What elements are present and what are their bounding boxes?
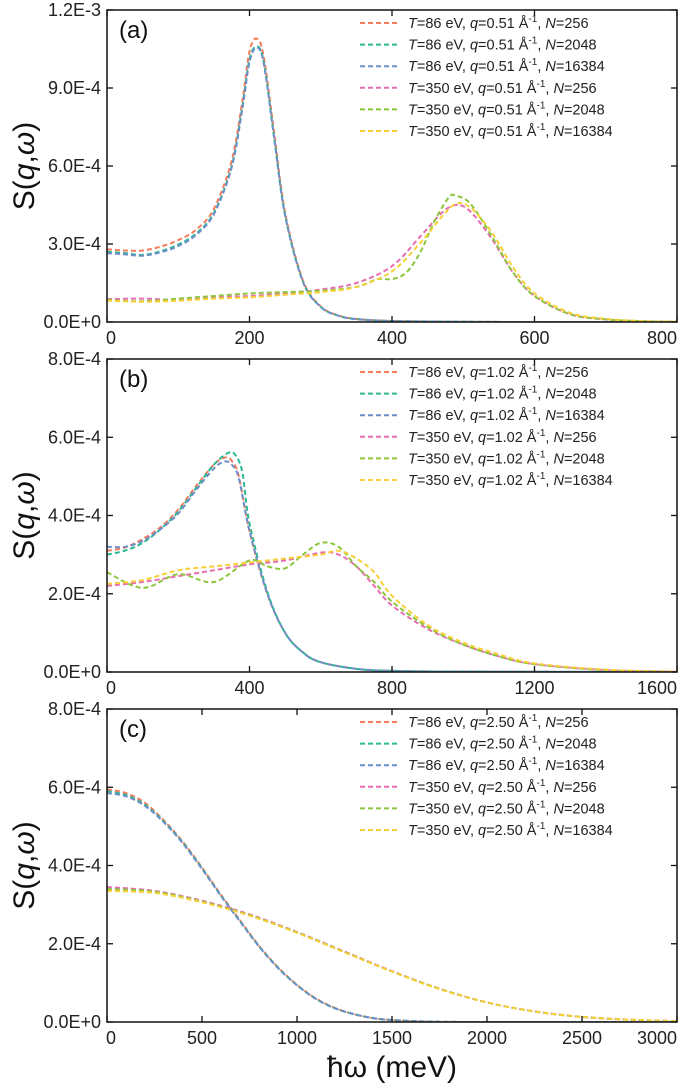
series-lines xyxy=(107,788,677,1022)
panel-label: (a) xyxy=(119,17,148,44)
y-tick-label: 6.0E-4 xyxy=(48,156,101,176)
x-tick-label: 0 xyxy=(106,1028,116,1048)
legend-entry: T=350 eV, q=1.02 Å-1, N=16384 xyxy=(408,471,613,489)
x-axis-title: ħω (meV) xyxy=(327,1051,457,1084)
legend-entry: T=86 eV, q=0.51 Å-1, N=16384 xyxy=(408,57,605,75)
plot-frame xyxy=(106,708,678,1023)
y-axis-title: S(q,ω) xyxy=(8,821,41,909)
x-tick-label: 400 xyxy=(377,328,407,348)
x-tick-label: 800 xyxy=(377,678,407,698)
x-tick-label: 1200 xyxy=(514,678,554,698)
x-tick-label: 800 xyxy=(647,328,677,348)
legend-entry: T=350 eV, q=0.51 Å-1, N=256 xyxy=(408,79,597,97)
x-tick-label: 600 xyxy=(519,328,549,348)
x-tick-label: 0 xyxy=(106,328,116,348)
series-line-5 xyxy=(107,887,677,1022)
plot-frame xyxy=(106,358,678,673)
y-tick-label: 1.2E-3 xyxy=(48,0,101,20)
y-tick-label: 2.0E-4 xyxy=(48,934,101,954)
y-tick-label: 3.0E-4 xyxy=(48,234,101,254)
y-tick-label: 8.0E-4 xyxy=(48,699,101,719)
panel-label: (b) xyxy=(119,366,148,393)
legend-entry: T=86 eV, q=2.50 Å-1, N=16384 xyxy=(408,756,605,774)
y-tick-label: 4.0E-4 xyxy=(48,856,101,876)
series-line-2 xyxy=(107,450,677,672)
y-axis-title: S(q,ω) xyxy=(8,471,41,559)
x-tick-label: 2000 xyxy=(467,1028,507,1048)
legend-entry: T=86 eV, q=1.02 Å-1, N=256 xyxy=(408,363,589,381)
legend-entry: T=86 eV, q=0.51 Å-1, N=256 xyxy=(408,14,589,32)
x-tick-label: 500 xyxy=(187,1028,217,1048)
series-line-3 xyxy=(107,460,677,672)
x-tick-label: 2500 xyxy=(562,1028,602,1048)
series-line-4 xyxy=(107,886,677,1022)
x-tick-label: 1000 xyxy=(277,1028,317,1048)
series-line-4 xyxy=(107,203,677,322)
x-tick-label: 1500 xyxy=(372,1028,412,1048)
x-tick-label: 400 xyxy=(234,678,264,698)
y-tick-label: 0.0E+0 xyxy=(43,662,101,682)
series-line-1 xyxy=(107,456,677,672)
legend-entry: T=350 eV, q=1.02 Å-1, N=2048 xyxy=(408,449,605,467)
y-tick-label: 2.0E-4 xyxy=(48,584,101,604)
panel-label: (c) xyxy=(119,716,147,743)
series-line-5 xyxy=(107,193,677,322)
x-tick-label: 1600 xyxy=(637,678,677,698)
legend-entry: T=86 eV, q=1.02 Å-1, N=2048 xyxy=(408,385,597,403)
legend-entry: T=350 eV, q=2.50 Å-1, N=16384 xyxy=(408,821,613,839)
y-tick-label: 0.0E+0 xyxy=(43,1012,101,1032)
chart-panels: 0 200 400 600 800 0.0E+0 3.0E-4 6.0E-4 9.0E-4 1.2… xyxy=(8,0,678,1048)
series-line-6 xyxy=(107,889,677,1022)
legend: T=86 eV, q=2.50 Å-1, N=256 T=86 eV, q=2.5… xyxy=(360,713,613,839)
panel-c: 0 500 1000 1500 2000 2500 3000 0.0E+0 2.0E-4 4.0E… xyxy=(8,699,678,1048)
series-lines xyxy=(107,450,677,672)
series-line-4 xyxy=(107,551,677,672)
series-line-5 xyxy=(107,541,677,672)
legend: T=86 eV, q=1.02 Å-1, N=256 T=86 eV, q=1.0… xyxy=(360,363,613,489)
y-axis-title: S(q,ω) xyxy=(8,122,41,210)
y-tick-label: 4.0E-4 xyxy=(48,506,101,526)
legend-entry: T=86 eV, q=2.50 Å-1, N=256 xyxy=(408,713,589,731)
x-tick-label: 200 xyxy=(234,328,264,348)
y-tick-label: 9.0E-4 xyxy=(48,78,101,98)
series-line-6 xyxy=(107,549,677,672)
panel-b: 0 400 800 1200 1600 0.0E+0 2.0E-4 4.0E-4 6.0E-4 8… xyxy=(8,349,678,698)
x-tick-label: 0 xyxy=(106,678,116,698)
legend-entry: T=350 eV, q=2.50 Å-1, N=256 xyxy=(408,778,597,796)
legend-entry: T=350 eV, q=1.02 Å-1, N=256 xyxy=(408,428,597,446)
y-tick-label: 6.0E-4 xyxy=(48,427,101,447)
plot-frame xyxy=(106,9,678,323)
series-line-3 xyxy=(107,792,677,1022)
panel-a: 0 200 400 600 800 0.0E+0 3.0E-4 6.0E-4 9.0E-4 1.2… xyxy=(8,0,678,348)
legend-entry: T=86 eV, q=2.50 Å-1, N=2048 xyxy=(408,735,597,753)
y-tick-label: 6.0E-4 xyxy=(48,777,101,797)
legend-entry: T=350 eV, q=0.51 Å-1, N=2048 xyxy=(408,100,605,118)
x-tick-label: 3000 xyxy=(637,1028,677,1048)
y-tick-label: 0.0E+0 xyxy=(43,312,101,332)
legend-entry: T=86 eV, q=1.02 Å-1, N=16384 xyxy=(408,406,605,424)
legend: T=86 eV, q=0.51 Å-1, N=256 T=86 eV, q=0.5… xyxy=(360,14,613,140)
legend-entry: T=350 eV, q=2.50 Å-1, N=2048 xyxy=(408,799,605,817)
legend-entry: T=350 eV, q=0.51 Å-1, N=16384 xyxy=(408,122,613,140)
legend-entry: T=86 eV, q=0.51 Å-1, N=2048 xyxy=(408,36,597,54)
series-line-6 xyxy=(107,201,677,322)
y-tick-label: 8.0E-4 xyxy=(48,349,101,369)
